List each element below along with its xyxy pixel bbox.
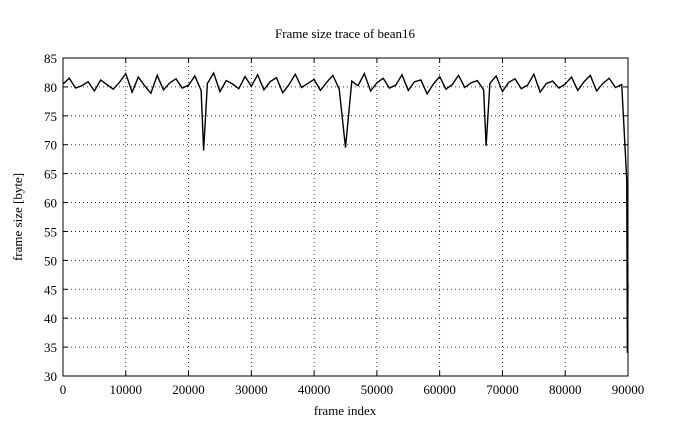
x-tick-label: 30000: [235, 382, 268, 397]
plot-frame: [62, 57, 629, 377]
x-tick-label: 20000: [172, 382, 205, 397]
y-tick-label: 70: [44, 138, 57, 153]
data-line: [62, 71, 629, 353]
x-tick-label: 10000: [110, 382, 143, 397]
x-tick-label: 60000: [423, 382, 456, 397]
y-tick-label: 65: [44, 167, 57, 182]
x-tick-label: 0: [60, 382, 67, 397]
x-axis-label: frame index: [314, 403, 377, 418]
x-tick-label: 80000: [549, 382, 582, 397]
x-tick-label: 90000: [612, 382, 645, 397]
x-tick-label: 70000: [486, 382, 519, 397]
y-tick-label: 35: [44, 340, 57, 355]
chart-title: Frame size trace of bean16: [275, 26, 416, 41]
y-tick-label: 55: [44, 224, 57, 239]
y-tick-label: 50: [44, 253, 57, 268]
x-tick-label: 50000: [361, 382, 394, 397]
y-tick-label: 85: [44, 51, 57, 66]
y-tick-label: 40: [44, 311, 57, 326]
y-tick-label: 60: [44, 196, 57, 211]
y-tick-label: 80: [44, 80, 57, 95]
x-tick-label: 40000: [298, 382, 331, 397]
y-axis-label: frame size [byte]: [10, 173, 25, 261]
y-tick-label: 45: [44, 282, 57, 297]
y-tick-label: 30: [44, 369, 57, 384]
y-tick-label: 75: [44, 109, 57, 124]
